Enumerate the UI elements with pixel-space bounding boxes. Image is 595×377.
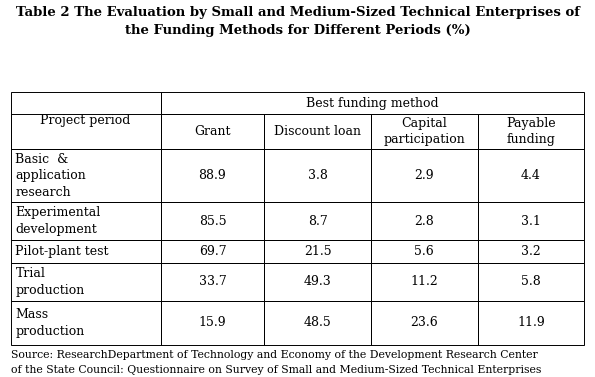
Bar xyxy=(478,149,584,202)
Text: Best funding method: Best funding method xyxy=(306,97,439,110)
Bar xyxy=(11,149,161,202)
Text: 69.7: 69.7 xyxy=(199,245,226,258)
Bar xyxy=(478,263,584,301)
Text: Discount loan: Discount loan xyxy=(274,125,361,138)
Text: 2.9: 2.9 xyxy=(415,169,434,182)
Bar xyxy=(478,202,584,240)
Bar xyxy=(478,301,584,345)
Text: 3.1: 3.1 xyxy=(521,215,541,228)
Text: 3.2: 3.2 xyxy=(521,245,541,258)
Text: Grant: Grant xyxy=(194,125,231,138)
Text: Basic  &
application
research: Basic & application research xyxy=(15,153,86,199)
Text: 5.8: 5.8 xyxy=(521,276,541,288)
Text: 23.6: 23.6 xyxy=(411,316,438,329)
Bar xyxy=(161,240,264,263)
Text: Experimental
development: Experimental development xyxy=(15,207,101,236)
Text: 21.5: 21.5 xyxy=(304,245,331,258)
Bar xyxy=(371,149,478,202)
Bar xyxy=(161,202,264,240)
Bar xyxy=(371,240,478,263)
Text: Capital
participation: Capital participation xyxy=(383,117,465,146)
Bar xyxy=(11,92,161,149)
Bar xyxy=(371,114,478,149)
Bar xyxy=(11,114,161,149)
Bar xyxy=(371,263,478,301)
Text: Mass
production: Mass production xyxy=(15,308,84,338)
Text: Trial
production: Trial production xyxy=(15,267,84,297)
Bar xyxy=(11,202,161,240)
Text: 11.9: 11.9 xyxy=(517,316,545,329)
Text: 4.4: 4.4 xyxy=(521,169,541,182)
Bar xyxy=(264,202,371,240)
Text: Project period: Project period xyxy=(40,114,131,127)
Text: Pilot-plant test: Pilot-plant test xyxy=(15,245,109,258)
Text: Payable
funding: Payable funding xyxy=(506,117,556,146)
Text: 33.7: 33.7 xyxy=(199,276,226,288)
Bar xyxy=(264,149,371,202)
Bar xyxy=(264,114,371,149)
Bar xyxy=(11,240,161,263)
Text: 5.6: 5.6 xyxy=(415,245,434,258)
Bar xyxy=(264,301,371,345)
Bar xyxy=(161,301,264,345)
Bar xyxy=(161,149,264,202)
Text: 48.5: 48.5 xyxy=(304,316,331,329)
Text: Source: ResearchDepartment of Technology and Economy of the Development Research: Source: ResearchDepartment of Technology… xyxy=(11,350,541,375)
Bar xyxy=(371,301,478,345)
Bar xyxy=(11,263,161,301)
Bar xyxy=(161,114,264,149)
Bar xyxy=(478,240,584,263)
Text: 85.5: 85.5 xyxy=(199,215,226,228)
Bar xyxy=(264,263,371,301)
Bar xyxy=(478,114,584,149)
Text: Table 2 The Evaluation by Small and Medium-Sized Technical Enterprises of
the Fu: Table 2 The Evaluation by Small and Medi… xyxy=(15,6,580,37)
Bar xyxy=(161,92,584,114)
Text: 8.7: 8.7 xyxy=(308,215,328,228)
Text: 88.9: 88.9 xyxy=(199,169,226,182)
Text: 3.8: 3.8 xyxy=(308,169,328,182)
Bar xyxy=(371,202,478,240)
Text: 49.3: 49.3 xyxy=(304,276,331,288)
Text: 11.2: 11.2 xyxy=(411,276,438,288)
Bar xyxy=(161,263,264,301)
Text: 2.8: 2.8 xyxy=(415,215,434,228)
Text: 15.9: 15.9 xyxy=(199,316,226,329)
Bar xyxy=(11,301,161,345)
Bar xyxy=(264,240,371,263)
